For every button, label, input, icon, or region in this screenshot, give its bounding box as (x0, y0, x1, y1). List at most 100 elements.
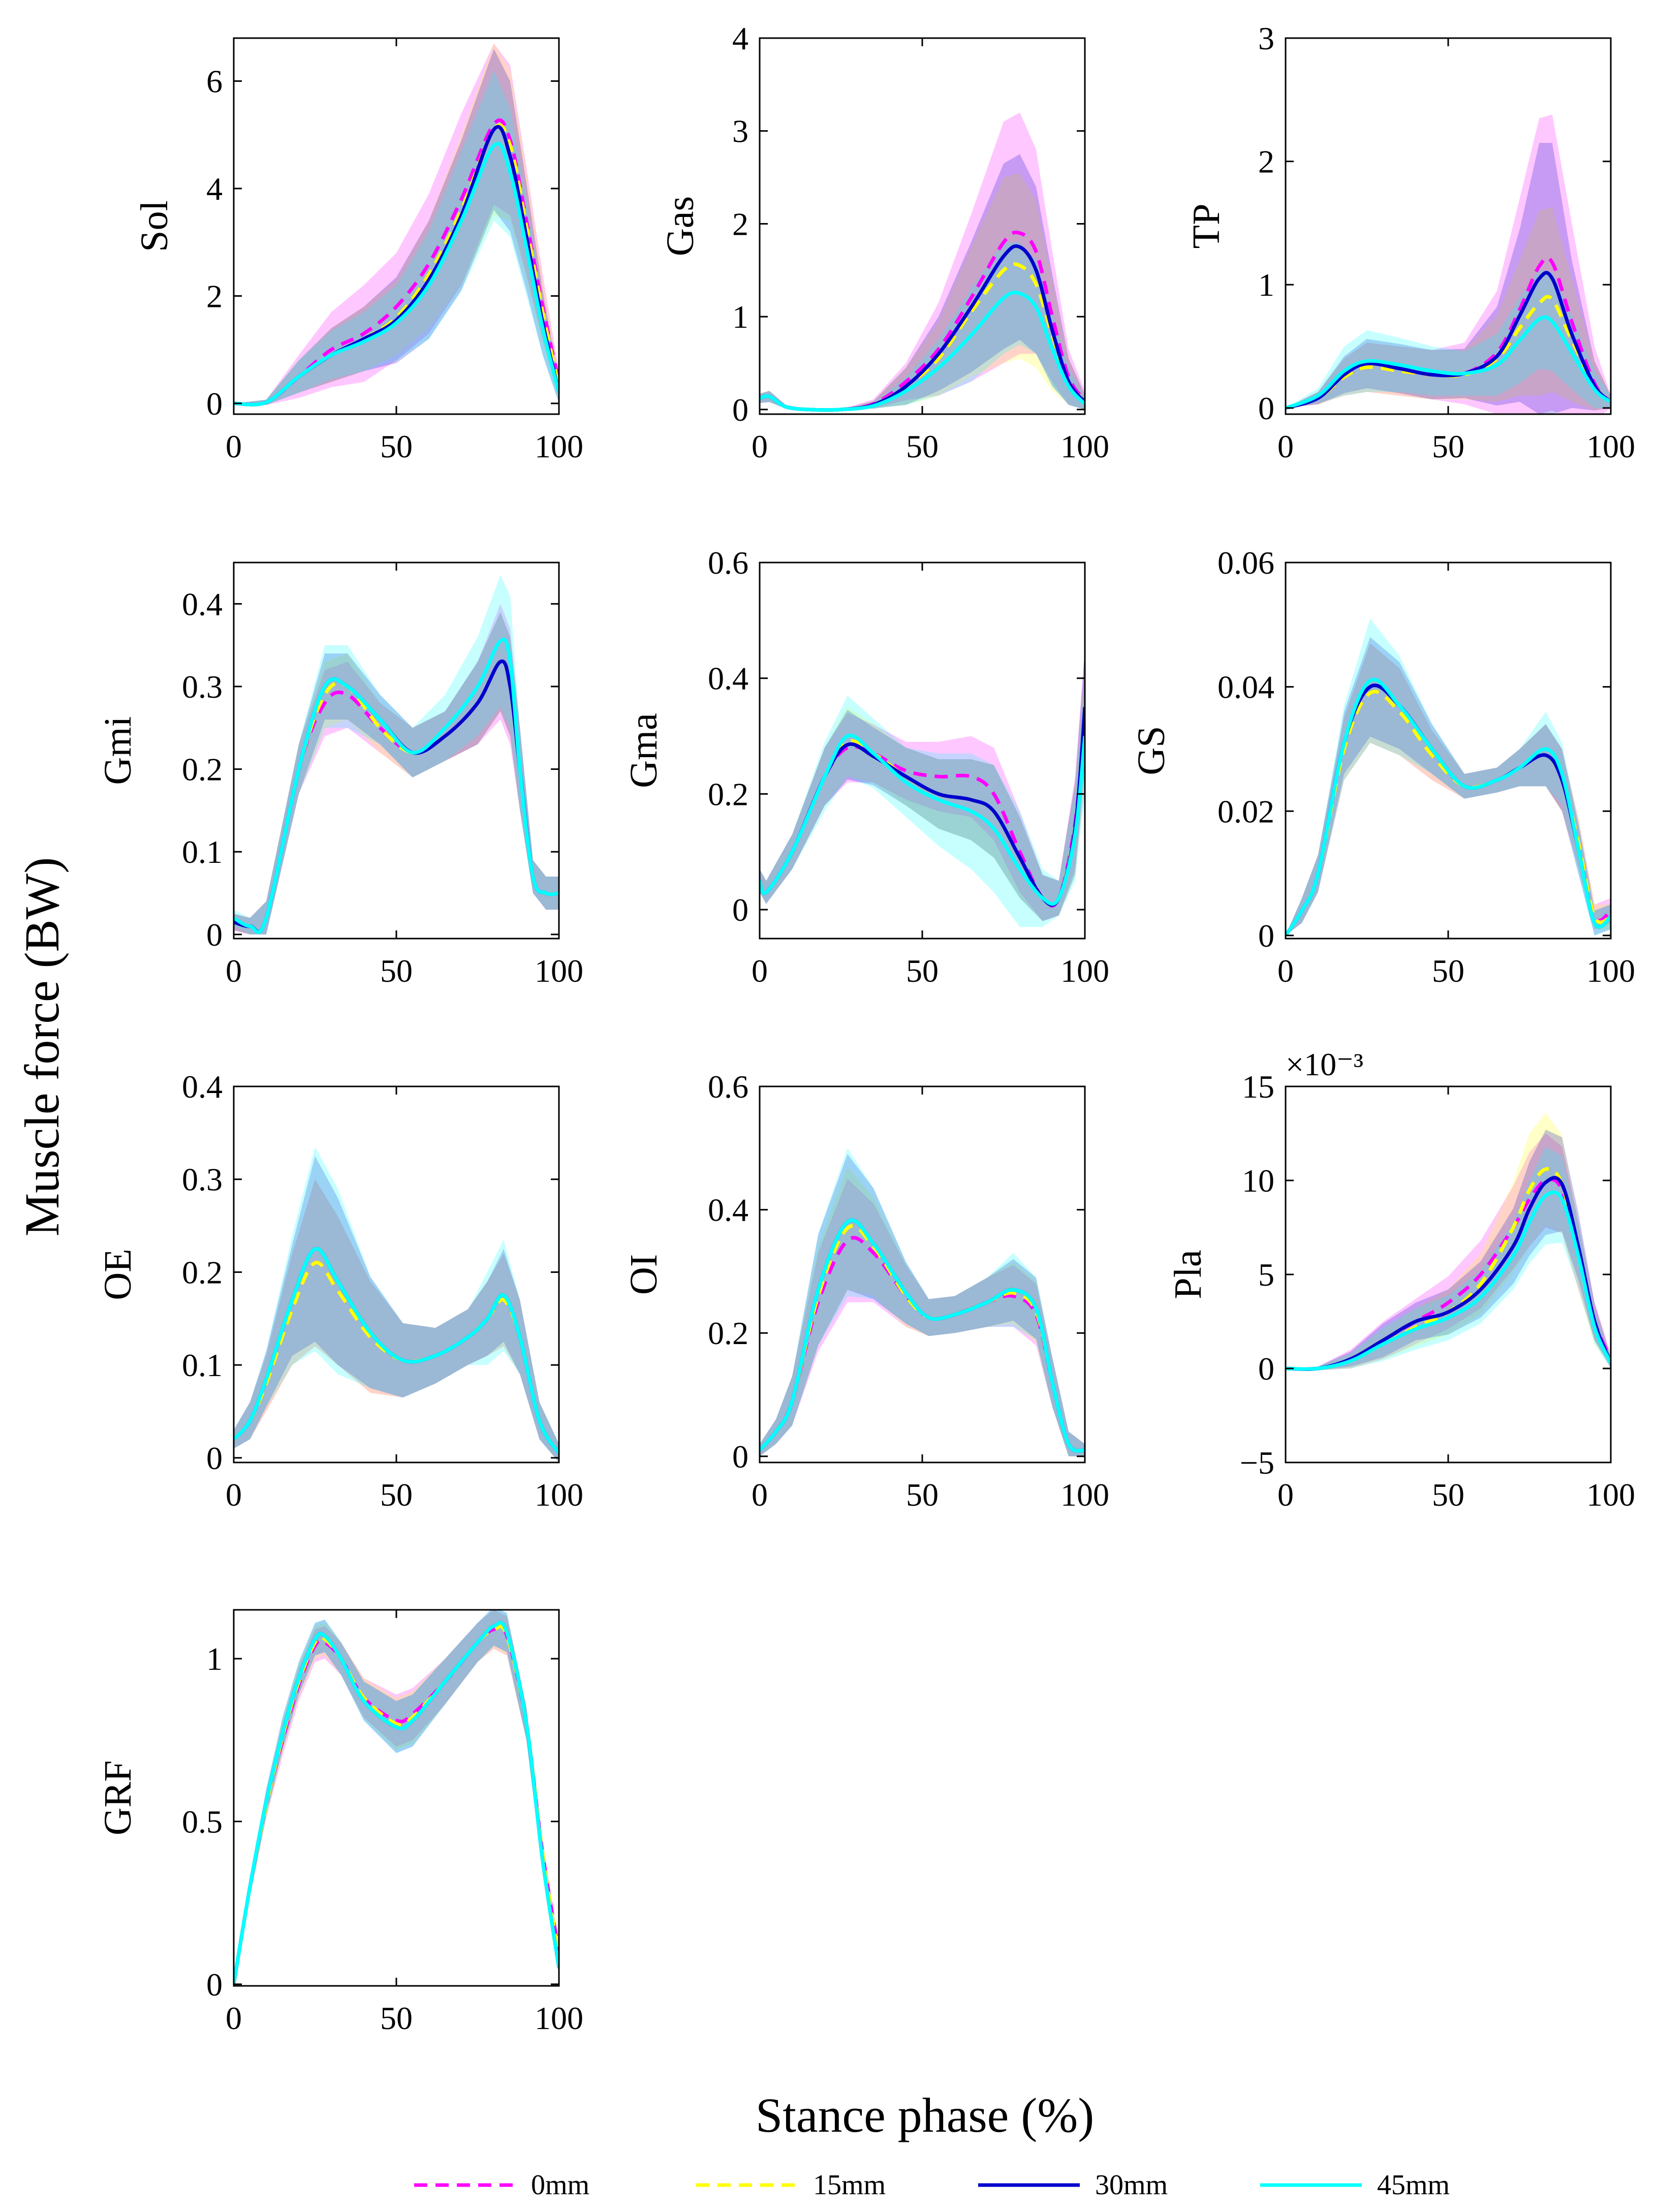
x-tick-label: 100 (1586, 953, 1635, 989)
plot-area (234, 1610, 559, 1985)
band-45mm (1286, 270, 1611, 408)
series-line-45mm (760, 290, 1085, 412)
x-tick-label: 50 (380, 428, 413, 464)
x-tick-label: 50 (1432, 1477, 1464, 1513)
y-tick-label: 0.6 (708, 1069, 748, 1105)
y-axis-label: Sol (133, 200, 176, 252)
band-45mm (1286, 1146, 1611, 1370)
legend: 0mm 15mm 30mm 45mm (414, 2169, 1450, 2201)
y-tick-label: 0.6 (708, 545, 748, 581)
y-tick-label: 1 (1258, 267, 1274, 303)
y-tick-label: 10 (1242, 1163, 1274, 1199)
legend-label: 15mm (813, 2169, 886, 2201)
y-tick-label: 0.4 (708, 661, 748, 697)
band-15mm (760, 172, 1085, 410)
x-tick-label: 0 (226, 1477, 242, 1513)
y-tick-label: 3 (1258, 20, 1274, 56)
y-tick-label: 0 (1258, 1351, 1274, 1387)
chart-panel-gmi: 0 50 100 0 0.1 0.2 0.3 0.4 Gmi (97, 562, 583, 989)
y-tick-label: 0.1 (182, 834, 223, 870)
x-tick-label: 50 (380, 953, 413, 989)
y-tick-label: 0.3 (182, 1162, 223, 1198)
legend-item-45mm: 45mm (1260, 2169, 1450, 2201)
band-15mm (1286, 643, 1611, 936)
series-line-45mm (1286, 677, 1611, 937)
y-tick-label: 1 (206, 1641, 223, 1677)
y-axis-label: Gma (622, 713, 665, 788)
legend-label: 0mm (531, 2169, 589, 2201)
y-tick-label: 0 (206, 1440, 223, 1476)
y-axis-label: Gas (659, 196, 702, 256)
legend-label: 30mm (1095, 2169, 1168, 2201)
x-tick-label: 0 (1277, 428, 1294, 464)
plot-area (1286, 114, 1611, 414)
x-tick-label: 100 (1060, 953, 1109, 989)
plot-area (1286, 1112, 1611, 1371)
y-tick-label: 0 (206, 917, 223, 953)
band-45mm (234, 70, 559, 405)
x-tick-label: 50 (1432, 953, 1464, 989)
series-line-45mm (760, 1218, 1085, 1453)
x-tick-label: 100 (535, 1477, 583, 1513)
x-tick-label: 100 (1060, 1477, 1109, 1513)
x-tick-label: 0 (752, 953, 768, 989)
y-tick-label: 2 (1258, 144, 1274, 180)
x-tick-label: 0 (752, 1477, 768, 1513)
y-tick-label: 0.2 (708, 1315, 748, 1351)
y-tick-label: 0.5 (182, 1803, 223, 1840)
band-45mm (234, 575, 559, 934)
x-tick-label: 0 (1277, 953, 1294, 989)
chart-panel-gma: 0 50 100 0 0.2 0.4 0.6 Gma (622, 545, 1109, 989)
x-tick-label: 100 (535, 2000, 583, 2036)
y-tick-label: 1 (732, 299, 748, 335)
band-30mm (1286, 637, 1611, 936)
y-tick-label: 4 (732, 20, 748, 56)
band-0mm (234, 43, 559, 406)
y-tick-label: 2 (732, 206, 748, 242)
x-tick-label: 50 (380, 1477, 413, 1513)
y-tick-label: 2 (206, 278, 223, 314)
y-tick-label: 5 (1258, 1257, 1274, 1293)
plot-area (234, 1146, 559, 1462)
y-tick-label: 0.4 (708, 1192, 748, 1228)
x-tick-label: 100 (1586, 428, 1635, 464)
y-axis-label: TP (1185, 204, 1228, 249)
plot-area (234, 575, 559, 934)
band-15mm (234, 43, 559, 406)
y-tick-label: 0.2 (708, 776, 748, 812)
y-axis-label: OE (97, 1249, 139, 1300)
x-tick-label: 50 (1432, 428, 1464, 464)
y-tick-label: 0.06 (1217, 545, 1274, 581)
band-45mm (234, 1146, 559, 1462)
band-30mm (234, 1156, 559, 1462)
y-tick-label: 0 (206, 1967, 223, 2003)
chart-panel-grf: 0 50 100 0 0.5 1 GRF (97, 1609, 583, 2036)
band-0mm (1286, 643, 1611, 936)
y-tick-label: 0.02 (1217, 793, 1274, 829)
y-tick-label: 0.04 (1217, 669, 1274, 705)
y-axis-label: GRF (97, 1760, 139, 1835)
figure-ylabel: Muscle force (BW) (15, 857, 69, 1236)
y-tick-label: 15 (1242, 1069, 1274, 1105)
y-tick-label: 0.2 (182, 1254, 223, 1290)
plot-area (760, 649, 1085, 927)
series-line-15mm (234, 123, 559, 407)
band-30mm (760, 154, 1085, 410)
series-line-45mm (1286, 315, 1611, 410)
figure-xlabel: Stance phase (%) (756, 2088, 1094, 2142)
plot-area (234, 43, 559, 407)
x-tick-label: 0 (1277, 1477, 1294, 1513)
series-line-45mm (234, 1621, 559, 1985)
y-tick-label: −5 (1240, 1445, 1274, 1481)
series-line-15mm (234, 1625, 559, 1985)
y-tick-label: 0.4 (182, 586, 223, 622)
series-line-0mm (234, 1625, 559, 1985)
x-tick-label: 50 (906, 1477, 939, 1513)
chart-panel-gas: 0 50 100 0 1 2 3 4 Gas (659, 20, 1109, 464)
y-tick-label: 4 (206, 171, 223, 207)
band-45mm (760, 1148, 1085, 1456)
band-30mm (234, 49, 559, 406)
series-line-30mm (1286, 271, 1611, 410)
